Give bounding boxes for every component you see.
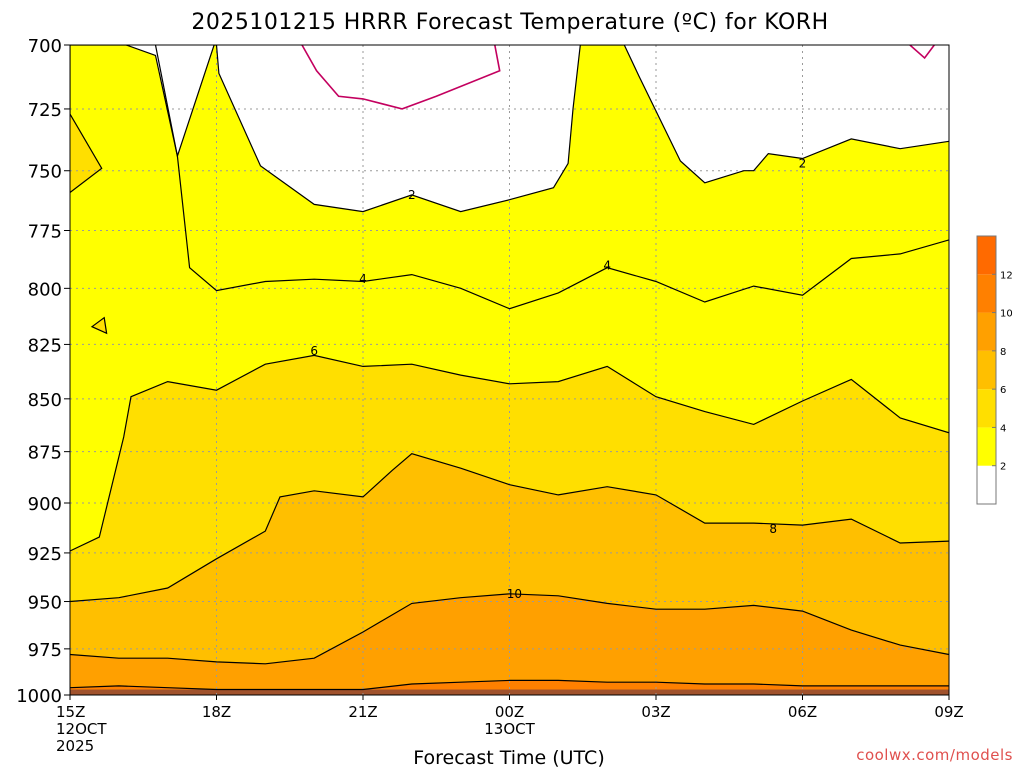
x-axis-label: Forecast Time (UTC) (413, 747, 604, 768)
y-tick-label: 725 (28, 100, 62, 121)
plot-area (70, 45, 949, 695)
colorbar-label: 8 (1000, 347, 1006, 358)
colorbar-swatch (977, 350, 996, 390)
x-tick-label: 06Z (788, 703, 817, 721)
y-tick-label: 950 (28, 593, 62, 614)
ground-fill (70, 689, 949, 695)
contour-label: 4 (603, 258, 611, 272)
x-tick-label: 00Z (495, 703, 524, 721)
x-tick-label: 13OCT (484, 720, 535, 738)
contour-label: 2 (799, 156, 807, 170)
x-tick-label: 2025 (56, 737, 94, 755)
x-tick-label: 12OCT (56, 720, 107, 738)
contour-labels: 2 2 4 4 6 8 10 (310, 156, 806, 600)
y-tick-label: 825 (28, 335, 62, 356)
contour-6 (70, 354, 949, 552)
y-tick-label: 750 (28, 162, 62, 183)
colorbar-swatch (977, 236, 996, 275)
colorbar-swatch (977, 427, 996, 466)
y-tick-label: 925 (28, 544, 62, 565)
ground-layer (70, 689, 949, 695)
colorbar-swatch (977, 389, 996, 428)
x-tick-label: 21Z (348, 703, 377, 721)
contour-label: 2 (408, 188, 416, 202)
grid-lines (70, 45, 949, 695)
temperature-bands (70, 45, 949, 690)
contour-2 (70, 45, 949, 213)
colorbar-label: 10 (1000, 309, 1013, 320)
x-tick-label: 15Z (56, 703, 85, 721)
band-island (92, 317, 107, 334)
y-tick-label: 850 (28, 390, 62, 411)
y-tick-label: 700 (28, 36, 62, 57)
contour-4 (154, 45, 949, 310)
colorbar-swatch (977, 312, 996, 351)
colorbar-label: 4 (1000, 423, 1006, 434)
x-tick-label: 03Z (641, 703, 670, 721)
credit-text: coolwx.com/models (856, 746, 1013, 764)
contour-10 (70, 593, 949, 665)
x-tick-label: 18Z (202, 703, 231, 721)
colorbar-label: 12 (1000, 270, 1013, 281)
colorbar-label: 2 (1000, 462, 1006, 473)
y-tick-label: 975 (28, 640, 62, 661)
y-axis: 700 725 750 775 800 825 850 875 900 925 950 975 1000 (16, 36, 70, 707)
y-tick-label: 875 (28, 443, 62, 464)
y-tick-label: 775 (28, 221, 62, 242)
colorbar-swatch (977, 274, 996, 313)
x-tick-label: 09Z (934, 703, 963, 721)
contour-12 (70, 679, 949, 691)
contour-label: 8 (769, 522, 777, 536)
contour-label: 4 (359, 272, 367, 286)
contour-label: 10 (507, 587, 522, 601)
contour-lines (70, 45, 949, 691)
colorbar: 2 4 6 8 10 12 (976, 235, 1013, 505)
contour-8 (70, 453, 949, 603)
y-tick-label: 800 (28, 279, 62, 300)
contour-label: 6 (310, 344, 318, 358)
band-below-2 (126, 45, 949, 212)
contour-0 (909, 45, 935, 60)
y-tick-label: 1000 (16, 686, 62, 707)
contour-6 (90, 316, 108, 335)
contour-0 (301, 45, 501, 110)
colorbar-label: 6 (1000, 385, 1006, 396)
y-tick-label: 900 (28, 494, 62, 515)
colorbar-swatch (977, 465, 996, 504)
colorbar-frame (976, 235, 997, 505)
chart-title: 2025101215 HRRR Forecast Temperature (ºC… (191, 10, 828, 35)
